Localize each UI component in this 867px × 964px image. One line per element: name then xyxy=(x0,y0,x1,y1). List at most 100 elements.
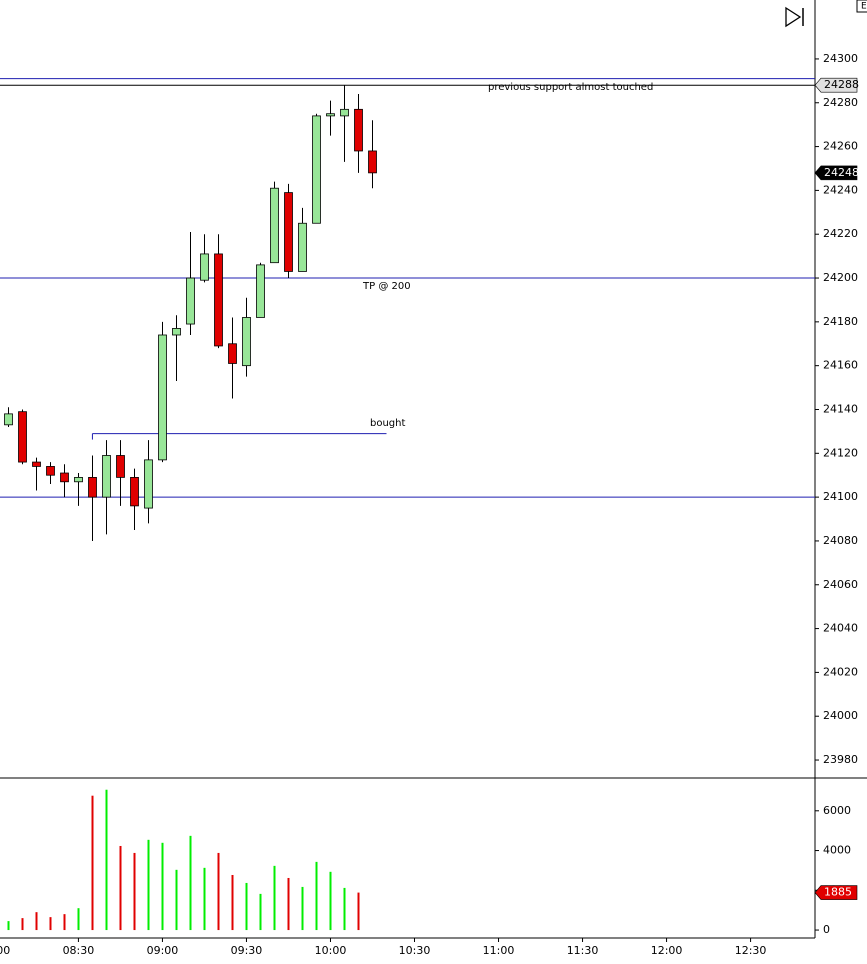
candle-body xyxy=(200,253,209,281)
candle-body xyxy=(18,411,27,463)
y-tick-label: 24180 xyxy=(823,315,858,328)
volume-bar xyxy=(357,892,360,931)
candle-body xyxy=(298,222,307,272)
volume-tag-label: 1885 xyxy=(824,886,852,899)
y-tick-label: 24060 xyxy=(823,578,858,591)
candle-body xyxy=(4,413,13,426)
volume-bar xyxy=(189,835,192,931)
candle-body xyxy=(284,192,293,272)
y-tick-label: 24300 xyxy=(823,52,858,65)
volume-bar xyxy=(147,839,150,931)
volume-tag-bg xyxy=(814,885,858,900)
volume-bar xyxy=(329,871,332,931)
volume-bar xyxy=(273,865,276,931)
corner-label: E xyxy=(861,2,867,12)
candle-body xyxy=(186,277,195,325)
candle-body xyxy=(368,150,377,174)
volume-bar xyxy=(175,869,178,931)
y-tick-label: 24080 xyxy=(823,534,858,547)
annotation: bought xyxy=(370,418,405,429)
volume-bar xyxy=(287,877,290,931)
candle-body xyxy=(74,477,83,483)
y-tick-label: 24000 xyxy=(823,709,858,722)
candle-body xyxy=(354,108,363,152)
y-tick-label: 24100 xyxy=(823,490,858,503)
candle-body xyxy=(340,108,349,117)
x-tick-label: 12:00 xyxy=(651,944,683,957)
volume-bar xyxy=(7,921,10,931)
level-tag-bg xyxy=(814,77,858,93)
volume-bar xyxy=(133,852,136,931)
volume-bar xyxy=(91,795,94,931)
volume-bar xyxy=(343,887,346,931)
candle-body xyxy=(214,253,223,347)
volume-tag: 1885 xyxy=(814,885,858,900)
candle-body xyxy=(116,455,125,478)
volume-bar xyxy=(301,886,304,931)
candle-body xyxy=(256,264,265,318)
volume-bar xyxy=(315,861,318,931)
candle-body xyxy=(102,455,111,498)
y-tick-label: 24220 xyxy=(823,227,858,240)
y-tick-label: 24280 xyxy=(823,96,858,109)
price-tag-label: 24248 xyxy=(824,166,859,179)
volume-tick-label: 6000 xyxy=(823,804,851,817)
volume-bar xyxy=(245,882,248,931)
y-tick-label: 23980 xyxy=(823,753,858,766)
candle-body xyxy=(88,477,97,498)
volume-tick-label: 0 xyxy=(823,923,830,936)
y-tick-label: 24160 xyxy=(823,359,858,372)
x-tick-label: 12:30 xyxy=(735,944,767,957)
level-tag-label: 24288 xyxy=(824,78,859,91)
candle-body xyxy=(130,477,139,507)
volume-tick-label: 4000 xyxy=(823,844,851,857)
candle-body xyxy=(270,187,279,264)
price-tag: 24248 xyxy=(814,165,859,181)
volume-bar xyxy=(77,908,80,931)
y-tick-label: 24020 xyxy=(823,665,858,678)
x-tick-label: 10:30 xyxy=(399,944,431,957)
volume-bar xyxy=(105,789,108,931)
volume-bar xyxy=(161,842,164,931)
y-tick-label: 24240 xyxy=(823,183,858,196)
y-tick-label: 24200 xyxy=(823,271,858,284)
candle-body xyxy=(172,328,181,336)
candle-body xyxy=(326,113,335,117)
y-tick-label: 24040 xyxy=(823,622,858,635)
volume-bar xyxy=(63,914,66,931)
candle-body xyxy=(144,459,153,509)
x-tick-label: 11:30 xyxy=(567,944,599,957)
level-tag: 24288 xyxy=(814,77,859,93)
x-tick-label: 09:30 xyxy=(231,944,263,957)
volume-bar xyxy=(259,893,262,931)
volume-bar xyxy=(203,867,206,931)
corner-button[interactable] xyxy=(856,0,867,13)
price-tag-bg xyxy=(814,165,858,181)
x-tick-label: 09:00 xyxy=(147,944,179,957)
annotation: previous support almost touched xyxy=(488,82,653,93)
x-tick-label: 11:00 xyxy=(483,944,515,957)
volume-bar xyxy=(217,852,220,931)
volume-bar xyxy=(119,845,122,931)
candle-body xyxy=(32,461,41,467)
candle-body xyxy=(60,472,69,483)
volume-bar xyxy=(21,918,24,931)
annotation: TP @ 200 xyxy=(362,281,411,292)
y-tick-label: 24260 xyxy=(823,140,858,153)
candle-body xyxy=(312,115,321,224)
x-tick-label: 08:30 xyxy=(63,944,95,957)
candle-body xyxy=(242,317,251,367)
x-tick-label: 10:00 xyxy=(315,944,347,957)
candle-body xyxy=(158,334,167,461)
candle-body xyxy=(228,343,237,364)
candle-body xyxy=(46,466,55,476)
y-tick-label: 24140 xyxy=(823,402,858,415)
volume-bar xyxy=(35,912,38,931)
volume-bar xyxy=(231,874,234,931)
y-tick-label: 24120 xyxy=(823,446,858,459)
x-tick-label: 08:00 xyxy=(0,944,10,957)
play-button[interactable] xyxy=(785,6,804,28)
volume-bar xyxy=(49,917,52,931)
